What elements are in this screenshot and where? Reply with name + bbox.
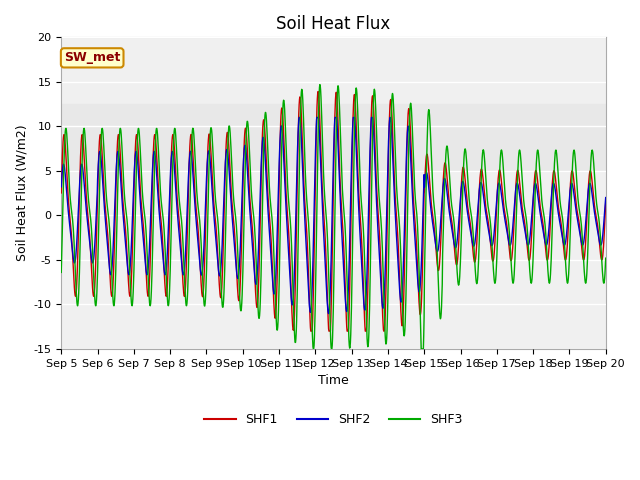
Text: SW_met: SW_met xyxy=(64,51,120,64)
Title: Soil Heat Flux: Soil Heat Flux xyxy=(276,15,390,33)
Legend: SHF1, SHF2, SHF3: SHF1, SHF2, SHF3 xyxy=(199,408,468,431)
Y-axis label: Soil Heat Flux (W/m2): Soil Heat Flux (W/m2) xyxy=(15,125,28,262)
Bar xyxy=(61,104,605,171)
X-axis label: Time: Time xyxy=(318,374,349,387)
